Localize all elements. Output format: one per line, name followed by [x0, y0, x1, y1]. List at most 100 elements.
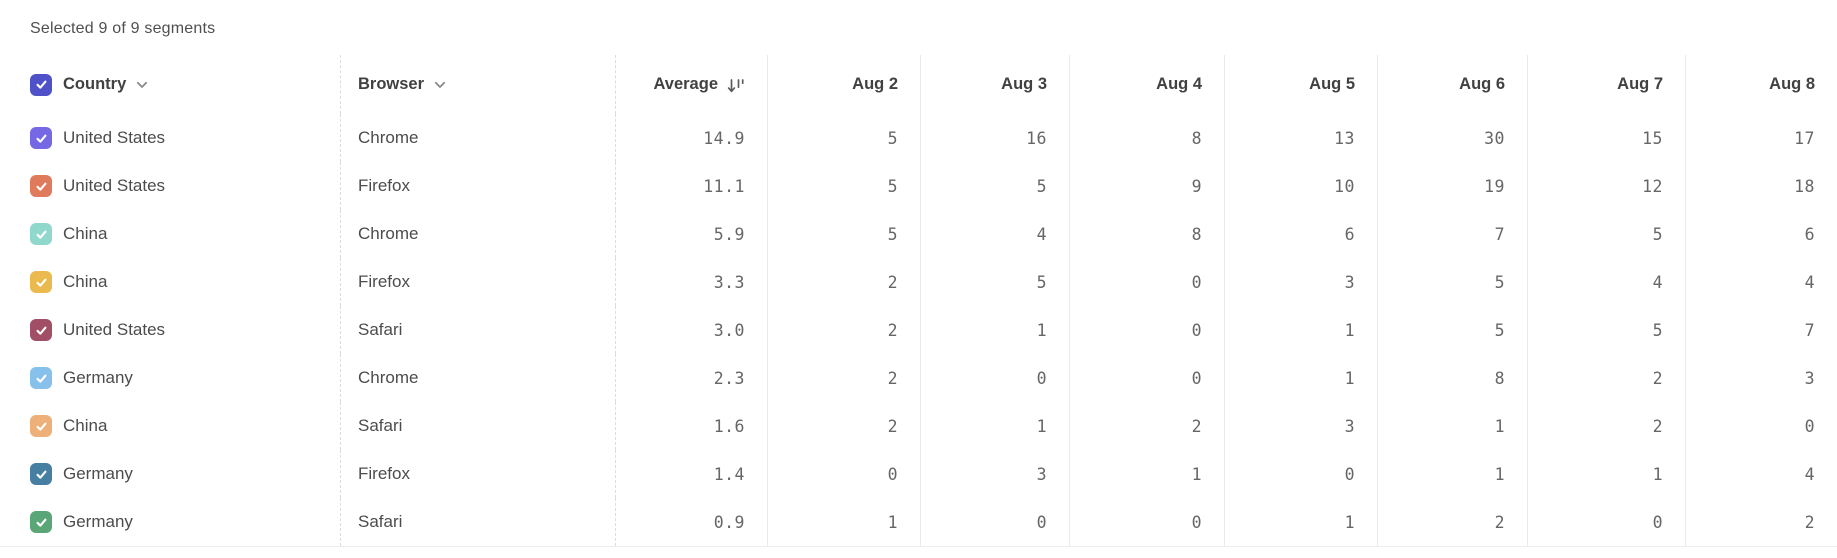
average-cell: 0.9: [615, 498, 767, 546]
browser-cell: Safari: [340, 306, 615, 354]
browser-cell: Firefox: [340, 162, 615, 210]
average-cell: 1.6: [615, 402, 767, 450]
value-cell: 8: [1377, 354, 1527, 402]
chevron-down-icon: [434, 81, 446, 89]
value-cell: 3: [1685, 354, 1837, 402]
date-column-header: Aug 4: [1069, 55, 1224, 114]
browser-cell: Safari: [340, 498, 615, 546]
value-cell: 30: [1377, 114, 1527, 162]
value-cell: 4: [1527, 258, 1685, 306]
value-cell: 5: [920, 258, 1069, 306]
value-cell: 5: [1527, 210, 1685, 258]
value-cell: 5: [767, 210, 920, 258]
sort-descending-icon: [727, 78, 745, 94]
header-checkbox[interactable]: [30, 73, 52, 96]
value-cell: 17: [1685, 114, 1837, 162]
country-cell: China: [63, 272, 108, 291]
country-cell: Germany: [63, 512, 133, 531]
value-cell: 6: [1685, 210, 1837, 258]
check-icon: [36, 374, 46, 383]
check-icon: [36, 470, 46, 479]
row-checkbox[interactable]: [30, 271, 52, 293]
row-checkbox[interactable]: [30, 511, 52, 533]
value-cell: 2: [767, 306, 920, 354]
chevron-down-icon: [136, 81, 148, 89]
value-cell: 12: [1527, 162, 1685, 210]
row-checkbox[interactable]: [30, 127, 52, 149]
value-cell: 1: [920, 306, 1069, 354]
country-cell-wrap: China: [0, 402, 340, 450]
value-cell: 4: [1685, 258, 1837, 306]
row-checkbox[interactable]: [30, 463, 52, 485]
value-cell: 0: [920, 498, 1069, 546]
check-icon: [36, 182, 46, 191]
value-cell: 1: [920, 402, 1069, 450]
value-cell: 4: [1685, 450, 1837, 498]
average-header-label: Average: [653, 75, 718, 93]
selection-status: Selected 9 of 9 segments: [30, 20, 216, 37]
value-cell: 8: [1069, 114, 1224, 162]
value-cell: 0: [1069, 306, 1224, 354]
value-cell: 2: [1069, 402, 1224, 450]
country-header-dropdown[interactable]: Country: [63, 75, 148, 94]
date-column-header: Aug 6: [1377, 55, 1527, 114]
browser-header-dropdown[interactable]: Browser: [358, 75, 446, 94]
row-checkbox[interactable]: [30, 415, 52, 437]
value-cell: 2: [767, 402, 920, 450]
value-cell: 1: [1377, 402, 1527, 450]
value-cell: 2: [767, 258, 920, 306]
check-icon: [36, 422, 46, 431]
country-cell: Germany: [63, 464, 133, 483]
country-cell-wrap: United States: [0, 114, 340, 162]
value-cell: 3: [1224, 402, 1377, 450]
check-icon: [36, 230, 46, 239]
country-cell: United States: [63, 320, 166, 339]
country-cell-wrap: United States: [0, 306, 340, 354]
value-cell: 2: [1377, 498, 1527, 546]
country-cell-wrap: Germany: [0, 450, 340, 498]
value-cell: 0: [1224, 450, 1377, 498]
date-column-header: Aug 2: [767, 55, 920, 114]
value-cell: 1: [1224, 306, 1377, 354]
country-cell-wrap: Germany: [0, 354, 340, 402]
country-cell-wrap: China: [0, 210, 340, 258]
row-checkbox[interactable]: [30, 175, 52, 197]
value-cell: 10: [1224, 162, 1377, 210]
check-icon: [36, 134, 46, 143]
browser-cell: Chrome: [340, 354, 615, 402]
country-column-header: Country: [0, 55, 340, 114]
value-cell: 1: [1069, 450, 1224, 498]
value-cell: 6: [1224, 210, 1377, 258]
row-checkbox[interactable]: [30, 319, 52, 341]
value-cell: 3: [920, 450, 1069, 498]
value-cell: 1: [767, 498, 920, 546]
value-cell: 1: [1224, 354, 1377, 402]
country-cell: United States: [63, 128, 166, 147]
value-cell: 8: [1069, 210, 1224, 258]
browser-cell: Firefox: [340, 258, 615, 306]
value-cell: 9: [1069, 162, 1224, 210]
value-cell: 0: [920, 354, 1069, 402]
value-cell: 0: [1069, 498, 1224, 546]
value-cell: 0: [1069, 354, 1224, 402]
value-cell: 5: [767, 162, 920, 210]
country-header-label: Country: [63, 75, 127, 93]
row-checkbox[interactable]: [30, 223, 52, 245]
value-cell: 2: [767, 354, 920, 402]
value-cell: 7: [1377, 210, 1527, 258]
row-checkbox[interactable]: [30, 367, 52, 389]
value-cell: 1: [1527, 450, 1685, 498]
value-cell: 0: [1527, 498, 1685, 546]
value-cell: 15: [1527, 114, 1685, 162]
value-cell: 4: [920, 210, 1069, 258]
value-cell: 18: [1685, 162, 1837, 210]
average-cell: 1.4: [615, 450, 767, 498]
average-sort-button[interactable]: Average: [653, 75, 745, 94]
value-cell: 5: [767, 114, 920, 162]
value-cell: 5: [1377, 258, 1527, 306]
browser-cell: Chrome: [340, 210, 615, 258]
value-cell: 2: [1685, 498, 1837, 546]
check-icon: [36, 80, 46, 89]
date-column-header: Aug 5: [1224, 55, 1377, 114]
average-cell: 11.1: [615, 162, 767, 210]
